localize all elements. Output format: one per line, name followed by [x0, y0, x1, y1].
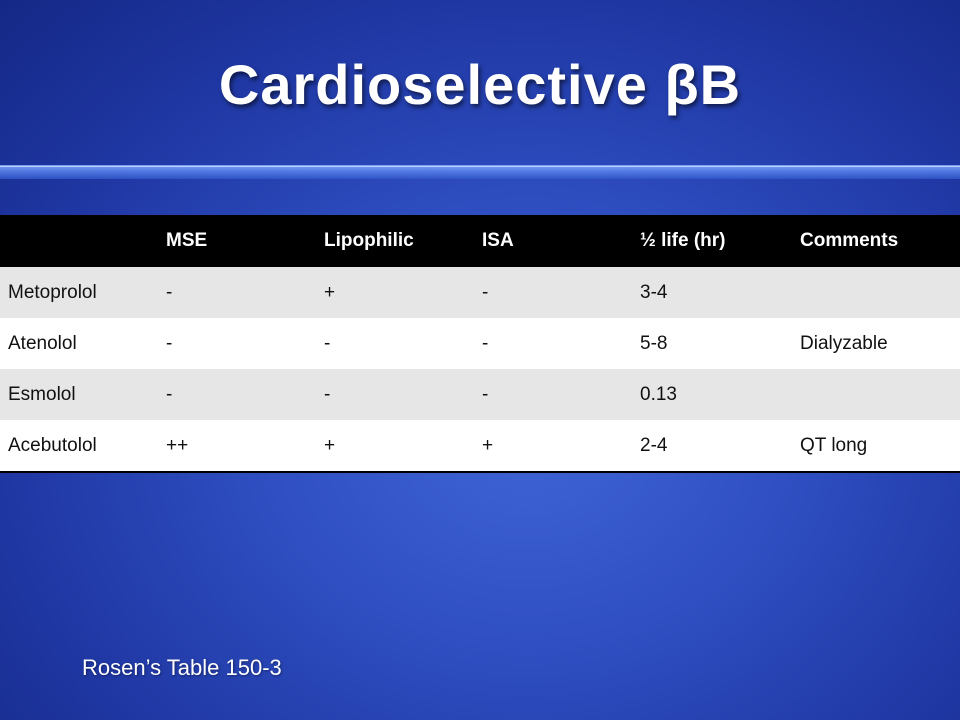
header-isa: ISA — [474, 215, 632, 267]
header-mse: MSE — [158, 215, 316, 267]
cell-isa: - — [474, 267, 632, 318]
table-row: Atenolol - - - 5-8 Dialyzable — [0, 318, 960, 369]
cell-mse: - — [158, 318, 316, 369]
cell-lipophilic: + — [316, 267, 474, 318]
cell-half-life: 2-4 — [632, 420, 792, 473]
cell-comments — [792, 369, 960, 420]
cell-drug: Metoprolol — [0, 267, 158, 318]
cell-isa: - — [474, 369, 632, 420]
cell-comments — [792, 267, 960, 318]
header-lipophilic: Lipophilic — [316, 215, 474, 267]
cell-drug: Atenolol — [0, 318, 158, 369]
table-row: Metoprolol - + - 3-4 — [0, 267, 960, 318]
header-half-life: ½ life (hr) — [632, 215, 792, 267]
cell-isa: - — [474, 318, 632, 369]
cell-drug: Esmolol — [0, 369, 158, 420]
cell-mse: - — [158, 369, 316, 420]
table-row: Acebutolol ++ + + 2-4 QT long — [0, 420, 960, 473]
cell-drug: Acebutolol — [0, 420, 158, 473]
slide-title: Cardioselective βB — [218, 53, 742, 116]
cell-comments: QT long — [792, 420, 960, 473]
cell-isa: + — [474, 420, 632, 473]
cell-half-life: 0.13 — [632, 369, 792, 420]
source-note: Rosen’s Table 150-3 — [82, 655, 282, 680]
cell-half-life: 5-8 — [632, 318, 792, 369]
table-row: Esmolol - - - 0.13 — [0, 369, 960, 420]
table-header-row: MSE Lipophilic ISA ½ life (hr) Comments — [0, 215, 960, 267]
header-drug — [0, 215, 158, 267]
beta-blocker-table: MSE Lipophilic ISA ½ life (hr) Comments … — [0, 215, 960, 473]
cell-lipophilic: - — [316, 318, 474, 369]
title-divider-bar — [0, 165, 960, 179]
title-divider-line — [0, 166, 960, 167]
cell-mse: ++ — [158, 420, 316, 473]
cell-lipophilic: + — [316, 420, 474, 473]
header-comments: Comments — [792, 215, 960, 267]
cell-comments: Dialyzable — [792, 318, 960, 369]
cell-lipophilic: - — [316, 369, 474, 420]
cell-mse: - — [158, 267, 316, 318]
cell-half-life: 3-4 — [632, 267, 792, 318]
